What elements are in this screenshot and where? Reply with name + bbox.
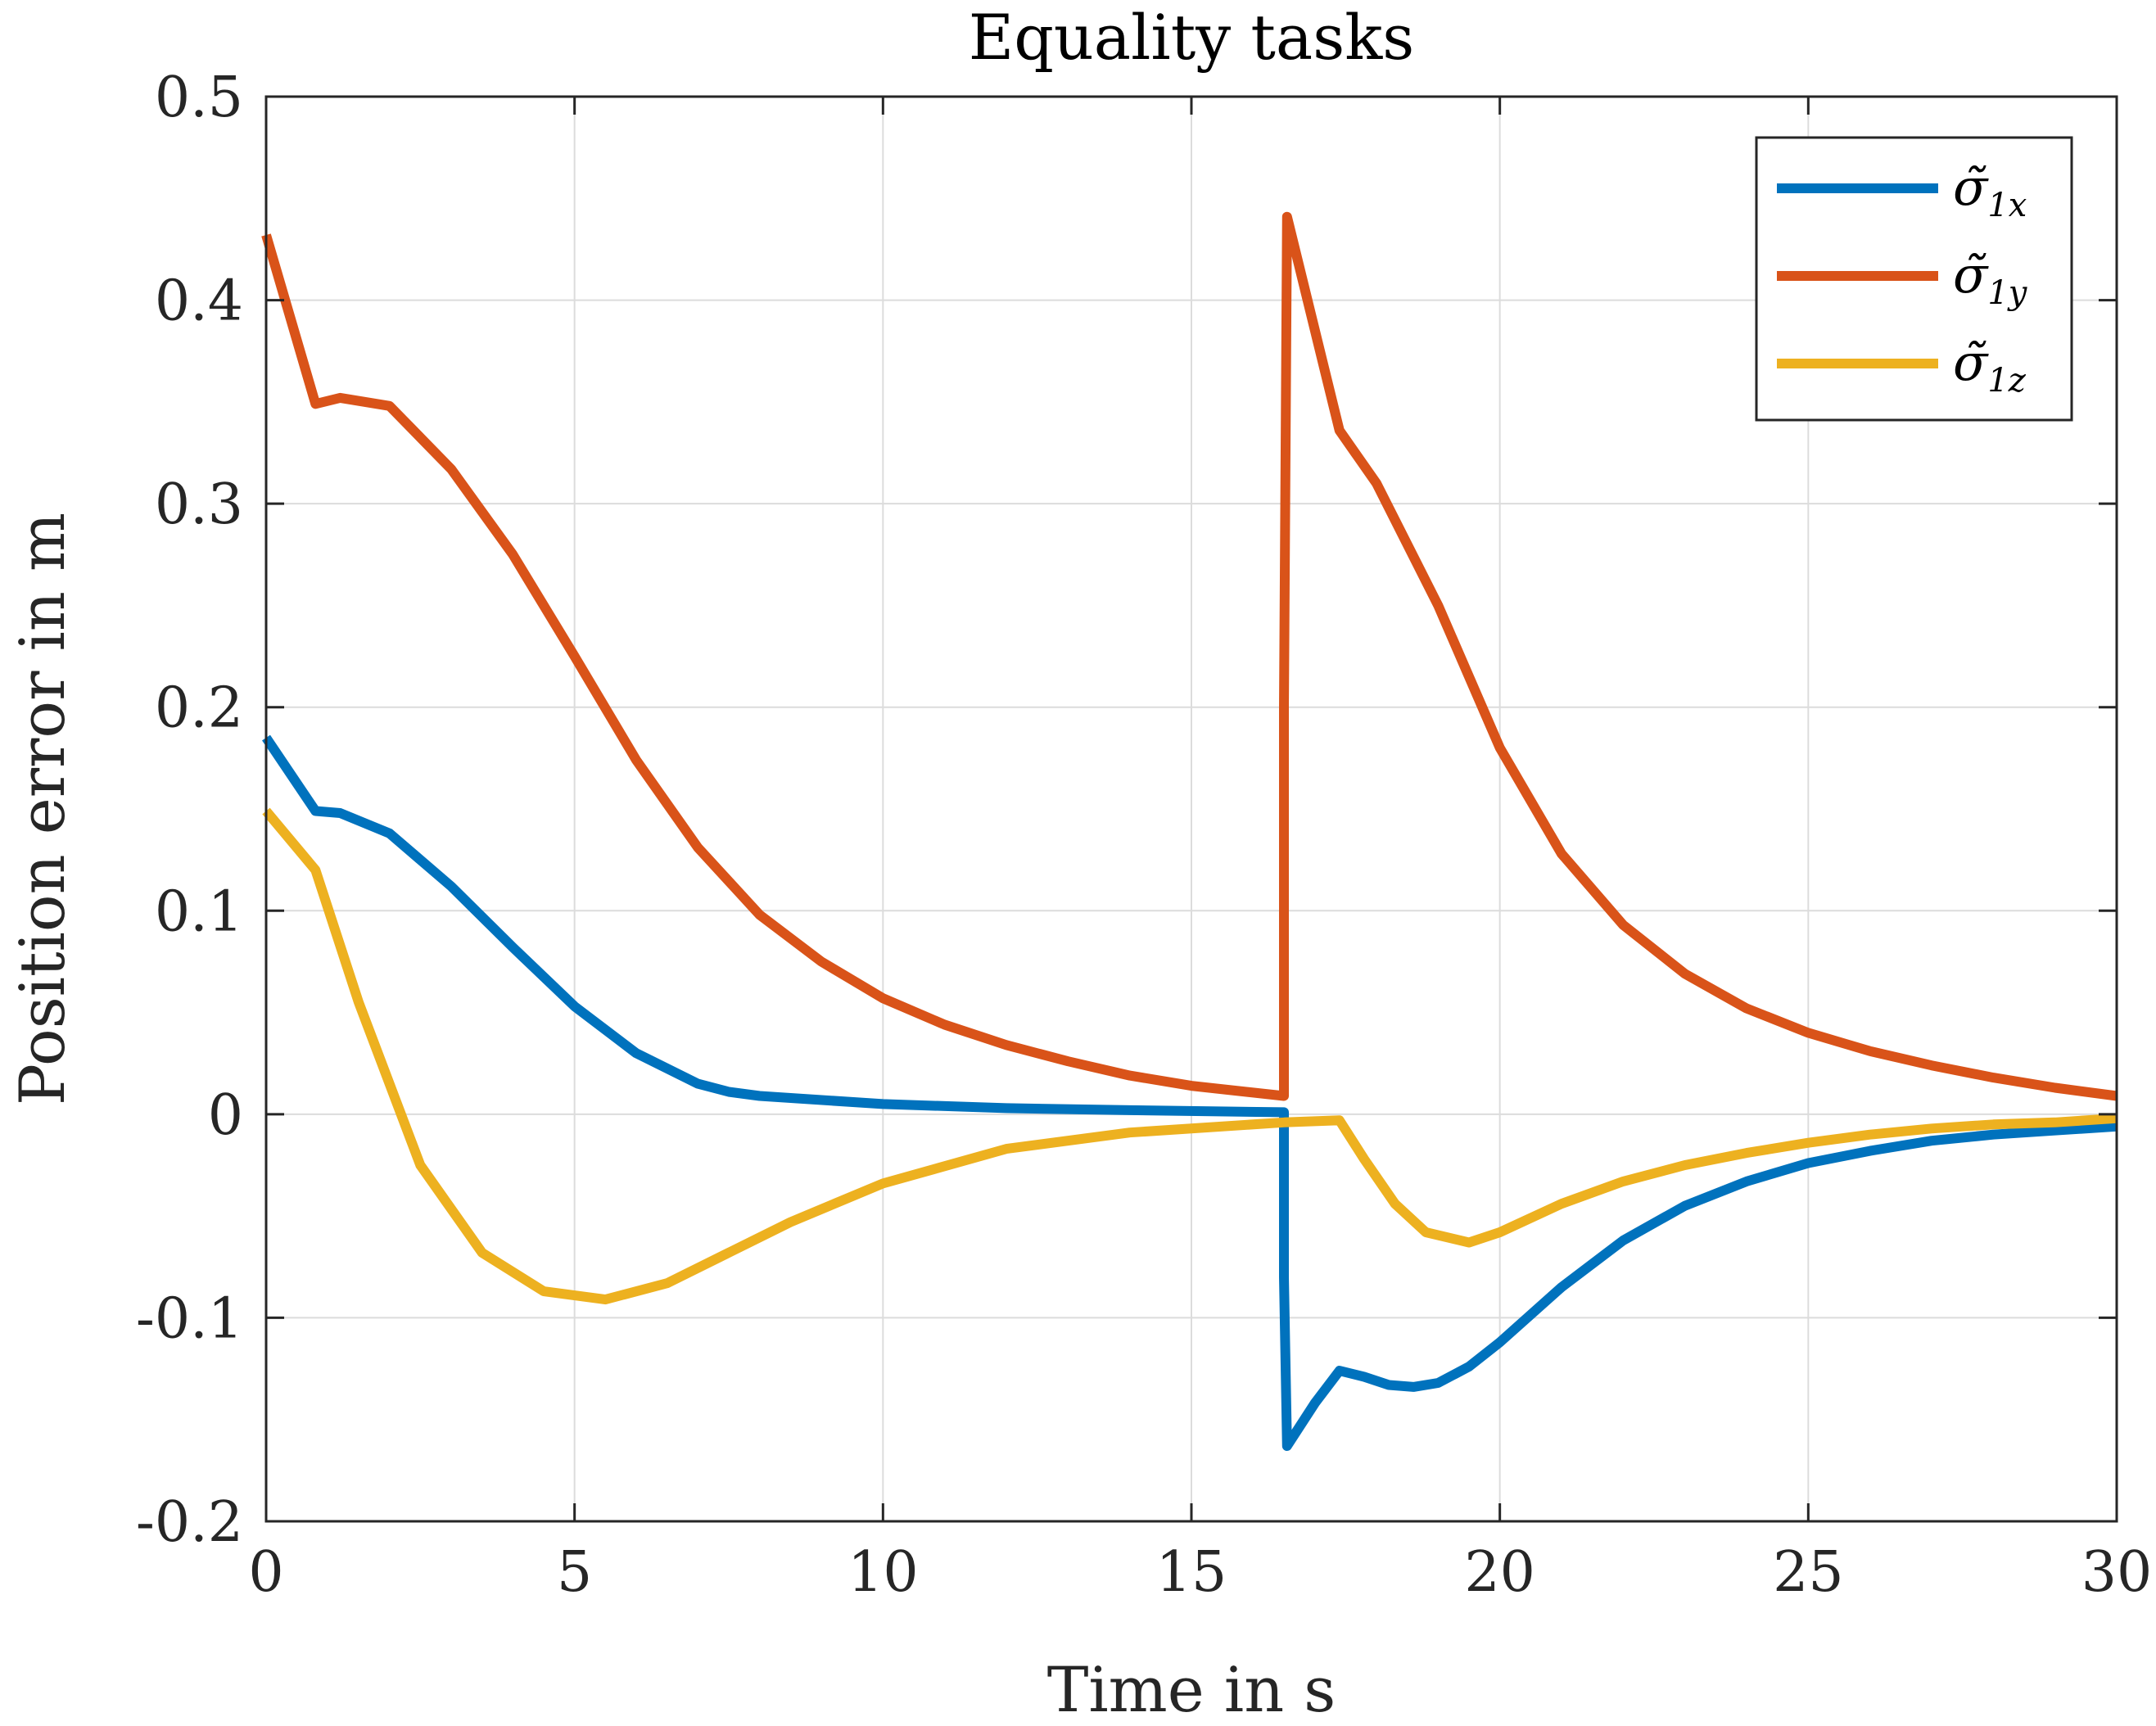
x-tick-label-3: 15 bbox=[1156, 1540, 1227, 1605]
series-line-1x bbox=[262, 734, 2118, 1451]
chart-title: Equality tasks bbox=[969, 1, 1415, 74]
x-tick-labels: 0 5 10 15 20 25 30 bbox=[248, 1540, 2152, 1605]
y-tick-labels: -0.2 -0.1 0 0.1 0.2 0.3 0.4 0.5 bbox=[136, 66, 243, 1555]
y-tick-label-0: -0.2 bbox=[136, 1490, 243, 1555]
y-axis-label: Position error in m bbox=[6, 513, 79, 1105]
axis-ticks bbox=[264, 95, 2118, 1523]
x-tick-label-1: 5 bbox=[557, 1540, 592, 1605]
y-tick-label-3: 0.1 bbox=[155, 879, 243, 944]
y-tick-label-6: 0.4 bbox=[155, 269, 243, 334]
y-tick-label-7: 0.5 bbox=[155, 66, 243, 130]
x-tick-label-5: 25 bbox=[1773, 1540, 1844, 1605]
x-tick-label-4: 20 bbox=[1464, 1540, 1535, 1605]
x-tick-label-2: 10 bbox=[847, 1540, 919, 1605]
legend-label-1z: σ̃1z bbox=[1953, 332, 2027, 400]
y-tick-label-2: 0 bbox=[208, 1083, 243, 1148]
y-tick-label-1: -0.1 bbox=[136, 1286, 243, 1351]
y-tick-label-4: 0.2 bbox=[155, 676, 243, 741]
legend-label-1y: σ̃1y bbox=[1953, 245, 2028, 312]
series-layer bbox=[261, 211, 2118, 1451]
legend-label-1x: σ̃1x bbox=[1953, 157, 2027, 224]
series-line-1z bbox=[262, 807, 2118, 1305]
legend: σ̃1x σ̃1y σ̃1z bbox=[1755, 136, 2073, 422]
series-line-1y bbox=[261, 211, 2118, 1101]
x-tick-label-0: 0 bbox=[248, 1540, 283, 1605]
x-tick-label-6: 30 bbox=[2081, 1540, 2153, 1605]
y-tick-label-5: 0.3 bbox=[155, 472, 243, 537]
x-axis-label: Time in s bbox=[1047, 1653, 1336, 1726]
